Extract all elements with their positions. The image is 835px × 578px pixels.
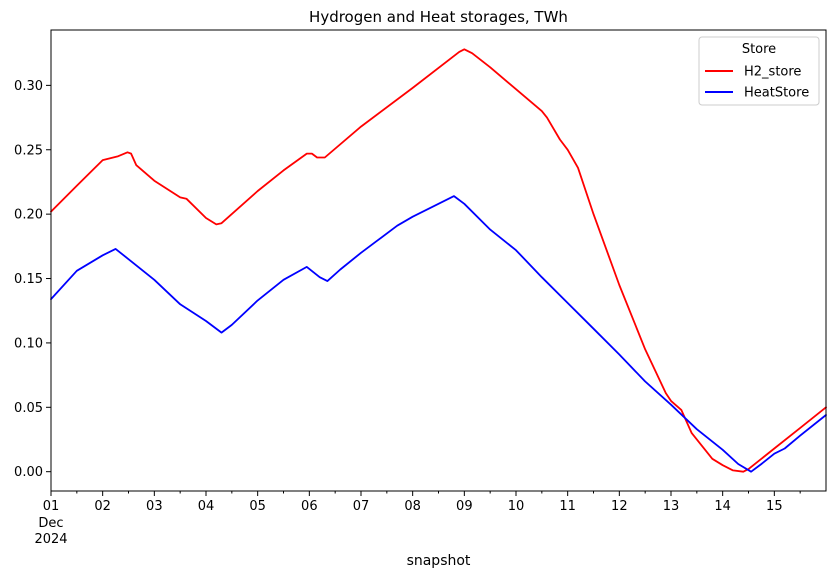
legend-label: H2_store — [744, 65, 801, 80]
y-tick-label: 0.30 — [14, 79, 43, 94]
x-tick-label: 10 — [508, 499, 525, 514]
x-tick-label: 08 — [404, 499, 421, 514]
x-axis-label: snapshot — [407, 553, 471, 569]
y-tick-label: 0.10 — [14, 336, 43, 351]
x-tick-label: 02 — [94, 499, 111, 514]
legend: Store H2_store HeatStore — [698, 36, 820, 106]
x-tick-label: 03 — [146, 499, 163, 514]
x-tick-label: 05 — [249, 499, 266, 514]
series-line-h2-store — [50, 48, 827, 473]
x-tick-label: 06 — [301, 499, 318, 514]
x-tick-label: 13 — [663, 499, 680, 514]
y-tick-label: 0.15 — [14, 272, 43, 287]
x-tick-label: 14 — [714, 499, 731, 514]
x-tick-label: 04 — [198, 499, 215, 514]
x-tick-label: 07 — [353, 499, 370, 514]
legend-title: Store — [742, 42, 776, 57]
x-tick-label: 01 — [43, 499, 60, 514]
x-tick-label: 15 — [766, 499, 783, 514]
x-tick-label: 12 — [611, 499, 628, 514]
y-tick-label: 0.05 — [14, 401, 43, 416]
y-tick-label: 0.25 — [14, 143, 43, 158]
x-tick-label: 09 — [456, 499, 473, 514]
x-tick-sublabel: Dec — [38, 516, 63, 531]
y-tick-label: 0.20 — [14, 208, 43, 223]
x-tick-label: 11 — [559, 499, 576, 514]
series-line-heatstore — [50, 195, 827, 473]
x-tick-sublabel: 2024 — [34, 532, 67, 547]
chart-title: Hydrogen and Heat storages, TWh — [309, 8, 568, 26]
legend-label: HeatStore — [744, 86, 809, 101]
legend-box — [698, 36, 820, 106]
y-tick-label: 0.00 — [14, 465, 43, 480]
